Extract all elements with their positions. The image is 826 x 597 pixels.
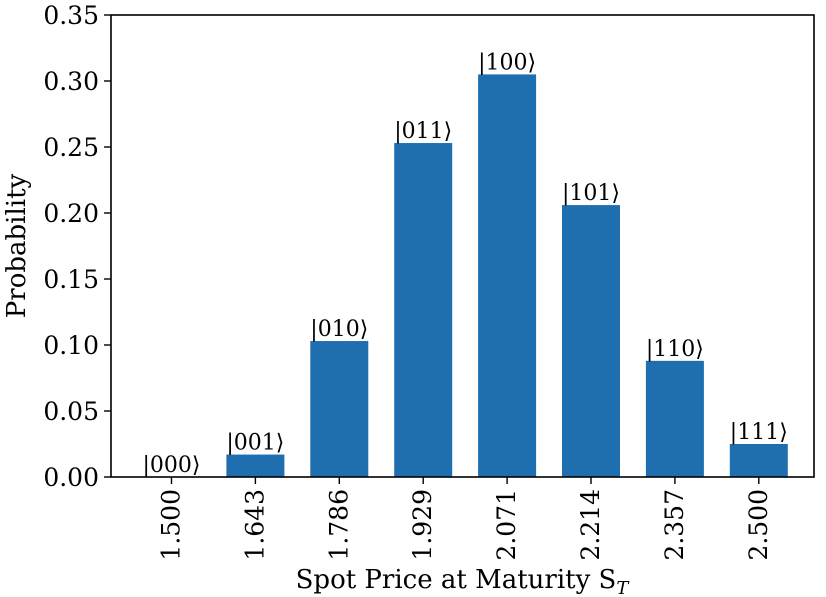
y-tick-label: 0.15	[43, 265, 99, 294]
x-tick-label: 2.214	[576, 489, 605, 561]
bar-1.643	[226, 454, 285, 477]
bar-label-2: |010⟩	[310, 317, 368, 342]
bar-2.500	[729, 444, 788, 477]
bar-1.929	[394, 143, 453, 478]
y-tick-label: 0.10	[43, 331, 99, 360]
bar-label-3: |011⟩	[394, 119, 452, 144]
y-tick-label: 0.00	[43, 463, 99, 492]
x-tick-label: 2.071	[492, 489, 521, 561]
plot-frame	[110, 14, 815, 478]
y-tick-label: 0.20	[43, 199, 99, 228]
bar-label-6: |110⟩	[646, 337, 704, 362]
bars-group	[226, 74, 788, 478]
bar-label-5: |101⟩	[562, 181, 620, 206]
y-tick-label: 0.25	[43, 133, 99, 162]
bar-2.071	[478, 74, 537, 478]
bar-label-0: |000⟩	[143, 453, 201, 478]
bar-2.357	[645, 360, 704, 477]
y-axis: 0.00 0.05 0.10 0.15 0.20 0.25 0.30 0.35	[43, 1, 111, 492]
bar-label-1: |001⟩	[226, 431, 284, 456]
x-tick-label: 2.357	[660, 489, 689, 561]
bar-label-4: |100⟩	[478, 50, 536, 75]
bar-label-7: |111⟩	[730, 420, 788, 445]
x-tick-label: 1.500	[157, 489, 186, 561]
x-tick-label: 1.643	[240, 489, 269, 561]
y-tick-label: 0.05	[43, 397, 99, 426]
bar-labels-group: |000⟩ |001⟩ |010⟩ |011⟩ |100⟩ |101⟩ |110⟩ |111⟩	[143, 50, 788, 478]
y-axis-title: Probability	[2, 173, 32, 318]
bar-1.786	[310, 341, 369, 477]
bar-2.214	[562, 205, 620, 477]
x-axis-title: Spot Price at Maturity ST	[296, 565, 631, 597]
y-tick-label: 0.35	[43, 1, 99, 30]
x-tick-label: 2.500	[744, 489, 773, 561]
y-tick-label: 0.30	[43, 67, 99, 96]
x-tick-label: 1.786	[324, 489, 353, 561]
x-tick-label: 1.929	[408, 489, 437, 561]
x-axis: 1.500 1.643 1.786 1.929 2.071 2.214 2.357 2.500	[157, 477, 773, 561]
